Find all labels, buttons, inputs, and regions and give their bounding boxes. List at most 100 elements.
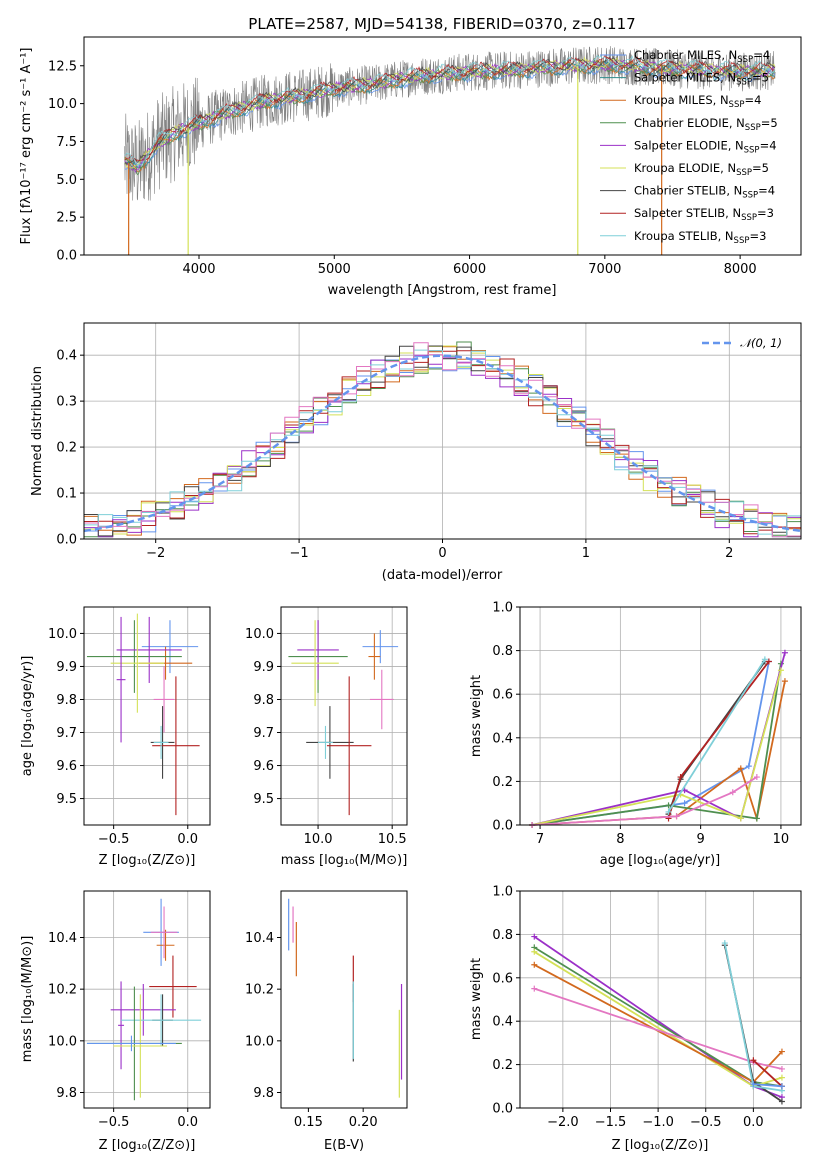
model-line-kroupa-miles (124, 59, 776, 173)
p2-xtick-label: −2 (146, 546, 165, 561)
p1-ytick-label: 7.5 (56, 135, 77, 150)
age-vs-mass-axes-frame (280, 606, 408, 826)
massweight-marker (753, 774, 760, 781)
p3-xtick-label: 0.0 (177, 832, 198, 847)
massweight-line (531, 663, 782, 826)
age-vs-mass-panel: 10.0 10.5 9.5 9.6 9.7 9.8 9.9 10.0 mass [log₁₀(… (245, 606, 408, 868)
p8-xtick-label: 0.0 (743, 1115, 764, 1130)
p5-ytick-label: 0.2 (492, 775, 513, 790)
p8-ytick-label: 0.8 (492, 928, 513, 943)
p3-ytick-label: 9.9 (56, 660, 77, 675)
p2-xtick-label: 2 (725, 546, 733, 561)
massweight-marker (531, 948, 538, 955)
p5-ytick-label: 0.6 (492, 688, 513, 703)
model-line-kroupa-stelib (124, 54, 776, 166)
massweight-vs-Z-axes-frame (519, 890, 802, 1109)
age-vs-Z-axes-frame (83, 606, 211, 826)
p5-xtick-label: 9 (697, 832, 705, 847)
massweight-marker (781, 649, 788, 656)
model-line-salpeter-stelib (124, 54, 776, 163)
legend-entry: Kroupa MILES, NSSP=4 (634, 93, 761, 110)
p6-ytick-label: 10.2 (48, 983, 77, 998)
p7-ytick-label: 10.2 (245, 983, 274, 998)
massweight-line (753, 1083, 782, 1088)
massweight-line (531, 776, 758, 826)
residuals-panel: −2 −1 0 1 2 0.0 0.1 0.2 0.3 0.4 (data-model)/erro… (30, 322, 802, 583)
p2-ytick-label: 0.4 (56, 349, 77, 364)
p4-xtick-label: 10.0 (304, 832, 333, 847)
p1-ytick-label: 2.5 (56, 211, 77, 226)
massweight-line (752, 1059, 783, 1087)
massweight-marker (721, 940, 728, 947)
age-vs-Z-xlabel: Z [log₁₀(Z/Z⊙)] (99, 853, 196, 868)
spectrum-ylabel: Flux [fλ10⁻¹⁷ erg cm⁻² s⁻¹ A⁻¹] (19, 48, 34, 245)
legend-entry: Chabrier STELIB, NSSP=4 (634, 184, 775, 201)
p1-ytick-label: 10.0 (48, 97, 77, 112)
p4-ytick-label: 9.8 (253, 693, 274, 708)
massweight-marker (765, 658, 772, 665)
p8-xtick-label: −1.5 (595, 1115, 627, 1130)
p2-xtick-label: −1 (290, 546, 309, 561)
p8-ytick-label: 0.4 (492, 1015, 513, 1030)
p6-xtick-label: −0.5 (98, 1115, 130, 1130)
p3-ytick-label: 9.6 (56, 759, 77, 774)
massweight-marker (737, 765, 744, 772)
spectrum-axes-frame (83, 36, 802, 256)
p8-ytick-label: 0.0 (492, 1102, 513, 1117)
massweight-marker (531, 933, 538, 940)
spectrum-xlabel: wavelength [Angstrom, rest frame] (328, 283, 557, 298)
massweight-marker (673, 813, 680, 820)
p4-ytick-label: 10.0 (245, 627, 274, 642)
massweight-marker (750, 1057, 757, 1064)
p1-xtick-label: 4000 (182, 262, 215, 277)
massweight-marker (729, 789, 736, 796)
p5-ytick-label: 0.8 (492, 644, 513, 659)
model-line-salpeter-elodie (124, 59, 776, 173)
p1-xtick-label: 7000 (588, 262, 621, 277)
legend-entry: Kroupa ELODIE, NSSP=5 (634, 161, 769, 178)
massweight-marker (737, 815, 744, 822)
p8-ytick-label: 0.2 (492, 1058, 513, 1073)
model-line-kroupa-elodie (124, 56, 776, 169)
p3-ytick-label: 10.0 (48, 627, 77, 642)
mass-vs-Z-axes-frame (83, 890, 211, 1109)
p2-ytick-label: 0.2 (56, 441, 77, 456)
massweight-marker (778, 1048, 785, 1055)
p4-ytick-label: 9.6 (253, 759, 274, 774)
p1-xtick-label: 5000 (318, 262, 351, 277)
massweight-marker (778, 1065, 785, 1072)
p6-ytick-label: 10.0 (48, 1034, 77, 1049)
massweight-line (667, 658, 766, 813)
p5-ytick-label: 0.0 (492, 819, 513, 834)
normal-curve (83, 354, 802, 533)
p2-ytick-label: 0.3 (56, 395, 77, 410)
p4-ytick-label: 9.5 (253, 792, 274, 807)
residuals-legend: 𝒩(0, 1) (702, 336, 782, 350)
p7-ytick-label: 10.4 (245, 931, 274, 946)
legend-entry: Kroupa STELIB, NSSP=3 (634, 229, 766, 246)
massweight-vs-Z-xlabel: Z [log₁₀(Z/Z⊙)] (612, 1138, 709, 1153)
massweight-marker (761, 656, 768, 663)
p8-ytick-label: 1.0 (492, 885, 513, 900)
p2-ytick-label: 0.0 (56, 533, 77, 548)
legend-entry: Salpeter MILES, NSSP=5 (634, 71, 769, 88)
mass-vs-Z-xlabel: Z [log₁₀(Z/Z⊙)] (99, 1138, 196, 1153)
p1-xtick-label: 8000 (724, 262, 757, 277)
massweight-marker (745, 763, 752, 770)
p5-xtick-label: 10 (773, 832, 790, 847)
p1-ytick-label: 5.0 (56, 173, 77, 188)
legend-entry: Salpeter ELODIE, NSSP=4 (634, 138, 777, 155)
p8-xtick-label: −0.5 (690, 1115, 722, 1130)
p5-xtick-label: 7 (536, 832, 544, 847)
massweight-marker (681, 800, 688, 807)
massweight-marker (777, 667, 784, 674)
p5-ytick-label: 1.0 (492, 601, 513, 616)
residuals-ylabel: Normed distribution (30, 366, 45, 496)
p6-ytick-label: 9.8 (56, 1086, 77, 1101)
spectrum-panel: PLATE=2587, MJD=54138, FIBERID=0370, z=0… (19, 15, 802, 298)
massweight-marker (778, 1074, 785, 1081)
p1-ytick-label: 0.0 (56, 249, 77, 264)
massweight-line (531, 680, 786, 826)
massweight-marker (665, 808, 672, 815)
